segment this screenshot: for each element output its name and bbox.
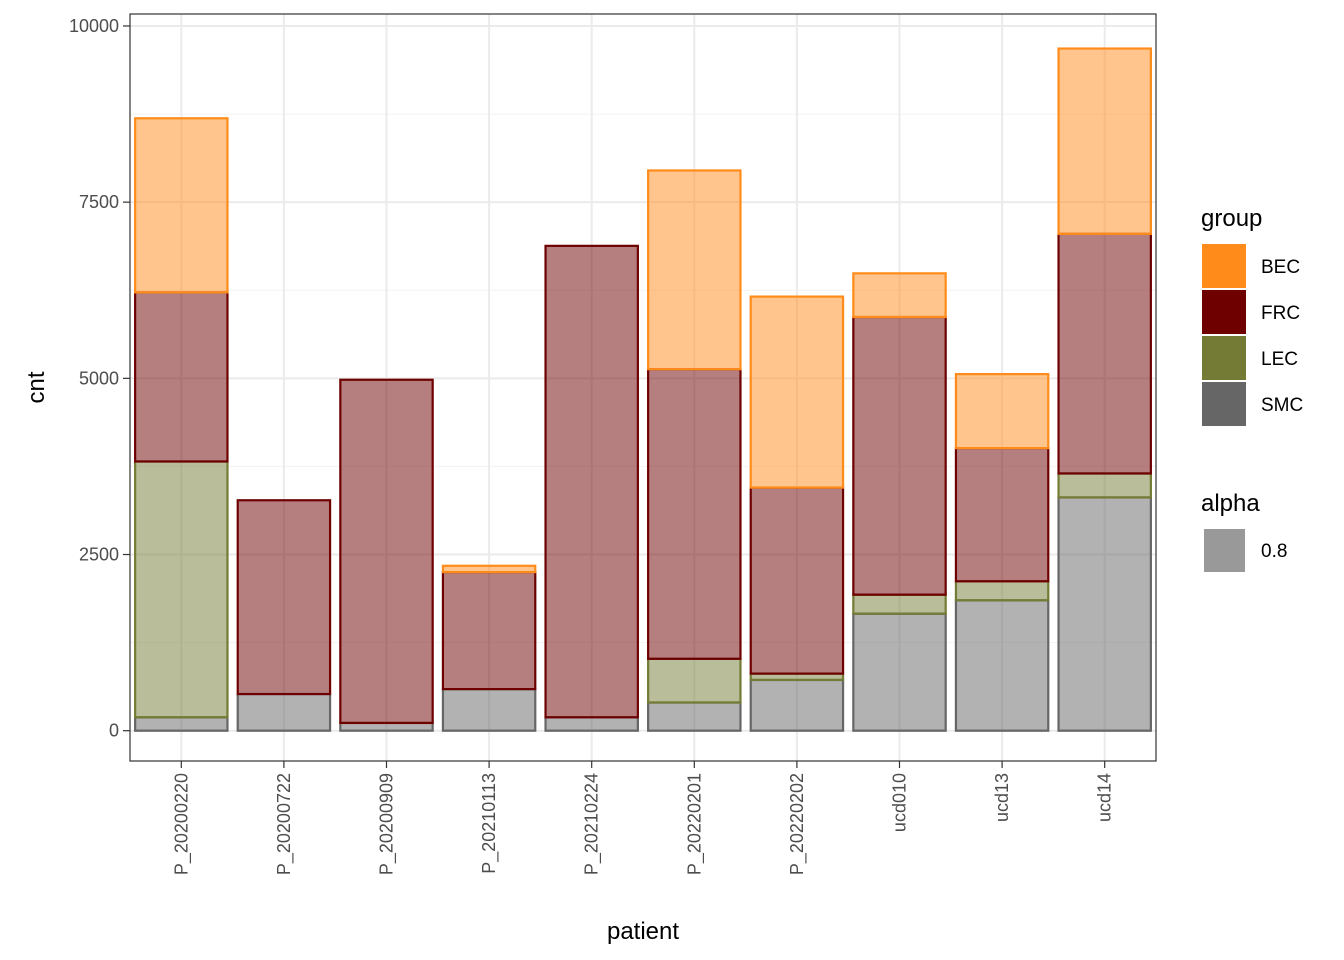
bar-segment-bec (749, 295, 845, 489)
y-tick-label: 2500 (79, 545, 119, 565)
x-tick-label: P_20220201 (684, 773, 705, 875)
bar-segment-lec (134, 460, 229, 719)
x-tick-label: P_20210224 (582, 773, 603, 875)
bar-segment-frc (749, 486, 845, 675)
bar-segment-smc (954, 599, 1050, 732)
bar-segment-frc (441, 571, 537, 691)
y-tick-label: 5000 (79, 368, 119, 388)
bar-segment-smc (749, 678, 845, 732)
y-tick-label: 10000 (69, 16, 119, 36)
y-tick-label: 7500 (79, 192, 119, 212)
bar-segment-bec (954, 373, 1050, 450)
bar-segment-smc (236, 692, 332, 732)
bar-segment-frc (852, 315, 947, 596)
legend-key-bec (1202, 244, 1246, 288)
panel-border (129, 13, 1157, 762)
bar-segment-lec (647, 657, 742, 704)
x-tick-label: ucd010 (890, 773, 910, 832)
legend-label-lec: LEC (1261, 349, 1298, 370)
bar-segment-frc (339, 378, 434, 725)
bar-segment-bec (1057, 47, 1152, 235)
bar-segment-lec (852, 593, 947, 615)
x-tick-label: P_20200722 (274, 773, 295, 875)
bars (134, 47, 1152, 732)
bar-segment-smc (647, 701, 742, 732)
legend-key-frc (1202, 290, 1246, 334)
y-axis: 0 2500 5000 7500 10000 (69, 16, 130, 741)
bar-segment-smc (134, 716, 229, 732)
legend-label-alpha: 0.8 (1261, 541, 1287, 562)
bar-segment-frc (954, 447, 1050, 583)
bar-segment-frc (236, 499, 332, 696)
x-tick-label: ucd13 (992, 773, 1012, 822)
legend: group alpha BEC FRC LEC SMC 0.8 (1201, 205, 1303, 572)
x-tick-label: ucd14 (1095, 773, 1115, 822)
bar-segment-smc (852, 612, 947, 732)
bar-segment-bec (647, 169, 742, 371)
bar-segment-frc (1057, 232, 1152, 475)
x-tick-label: P_20200220 (171, 773, 192, 875)
bar-segment-bec (852, 272, 947, 319)
bar-segment-smc (1057, 496, 1152, 732)
legend-alpha-title: alpha (1201, 490, 1260, 517)
bar-segment-bec (134, 117, 229, 294)
x-tick-label: P_20210113 (479, 773, 500, 874)
bar-segment-smc (544, 716, 639, 732)
bar-segment-lec (1057, 472, 1152, 499)
legend-key-lec (1202, 336, 1246, 380)
legend-label-smc: SMC (1261, 395, 1303, 416)
legend-label-frc: FRC (1261, 303, 1300, 324)
x-axis-title: patient (607, 918, 679, 945)
x-tick-label: P_20220202 (787, 773, 808, 875)
bar-segment-frc (134, 291, 229, 463)
bar-segment-frc (647, 368, 742, 660)
bar-segment-smc (339, 721, 434, 732)
bar-segment-smc (441, 688, 537, 732)
legend-group-title: group (1201, 205, 1262, 232)
legend-key-smc (1202, 382, 1246, 426)
x-tick-label: P_20200909 (377, 773, 398, 875)
legend-key-alpha (1204, 529, 1245, 572)
legend-label-bec: BEC (1261, 257, 1300, 278)
bar-segment-frc (544, 244, 639, 719)
bar-segment-bec (441, 564, 537, 574)
bar-segment-lec (954, 580, 1050, 602)
y-tick-label: 0 (109, 721, 119, 741)
x-axis: P_20200220 P_20200722 P_20200909 P_20210113… (171, 761, 1115, 875)
y-axis-title: cnt (23, 371, 50, 403)
